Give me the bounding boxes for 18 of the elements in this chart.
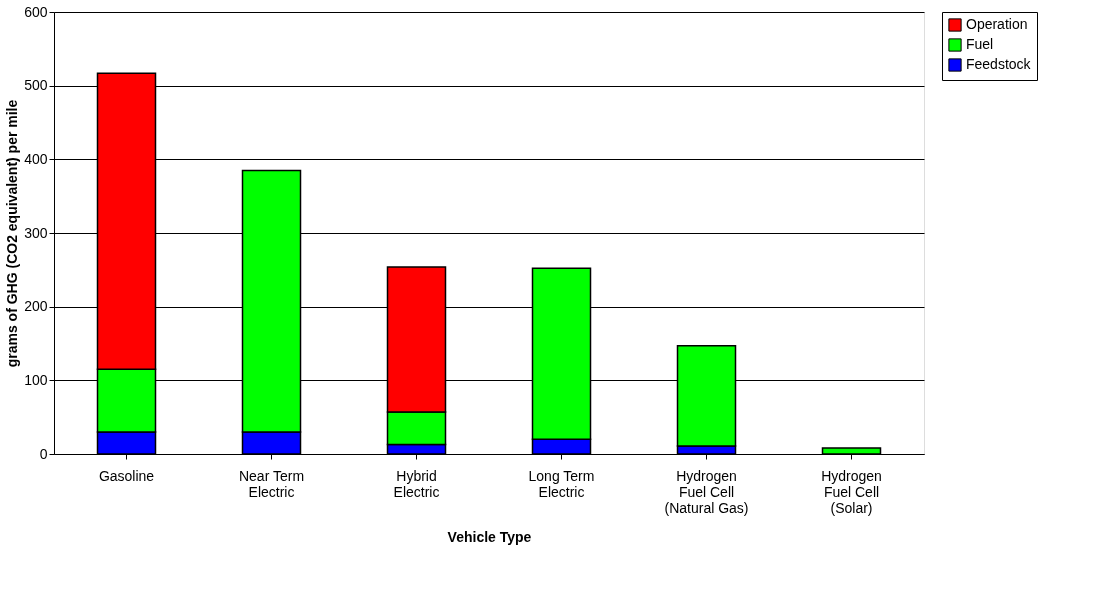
y-tick-label: 300 — [24, 224, 48, 241]
x-tick-label: Long Term Electric — [528, 467, 595, 500]
x-tick-label: Hydrogen Fuel Cell (Solar) — [821, 467, 882, 516]
y-tick-label: 600 — [24, 3, 48, 20]
y-tick-label: 0 — [39, 445, 48, 462]
legend-label: Operation — [966, 16, 1028, 32]
y-tick-label: 400 — [24, 150, 48, 167]
legend-label: Fuel — [966, 36, 994, 52]
x-axis-title: Vehicle Type — [447, 528, 532, 545]
y-tick-label: 200 — [24, 298, 48, 315]
legend-label: Feedstock — [966, 56, 1032, 72]
y-axis-title: grams of GHG (CO2 equivalent) per mile — [4, 99, 21, 368]
x-tick-label: Hydrogen Fuel Cell (Natural Gas) — [664, 467, 749, 516]
y-tick-label: 100 — [24, 371, 48, 388]
x-tick-label: Near Term Electric — [238, 467, 305, 500]
x-tick-label: Gasoline — [98, 467, 155, 484]
y-tick-label: 500 — [24, 77, 48, 94]
x-tick-label: Hybrid Electric — [393, 467, 440, 500]
